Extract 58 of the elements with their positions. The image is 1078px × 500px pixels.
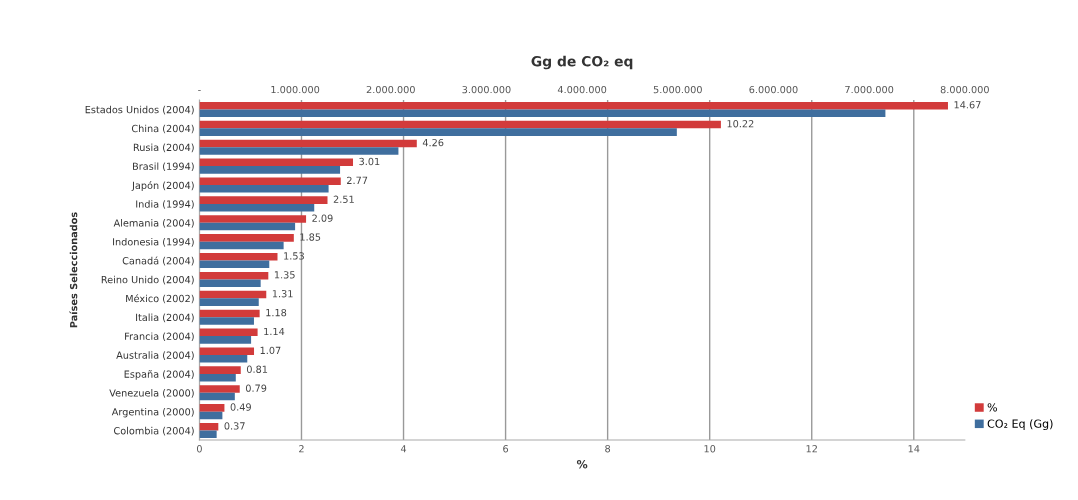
x-tick-label: 12 — [806, 445, 817, 453]
x2-tick-label: 7.000.000 — [845, 85, 894, 94]
data-label: 1.35 — [274, 271, 295, 279]
y-tick-label: Reino Unido (2004) — [101, 275, 194, 285]
x-tick-label: 10 — [704, 445, 716, 453]
data-label: 14.67 — [954, 101, 981, 109]
y-tick-label: Japón (2004) — [131, 181, 194, 191]
y-tick-label: Estados Unidos (2004) — [85, 105, 194, 115]
y-tick-label: Italia (2004) — [136, 313, 194, 323]
data-label: 2.09 — [312, 214, 333, 222]
y-tick-label: Indonesia (1994) — [113, 237, 194, 247]
data-label: 10.22 — [727, 120, 754, 128]
y-tick-label: Australia (2004) — [116, 351, 194, 360]
data-label: 0.49 — [230, 403, 251, 411]
x2-tick-label: 8.000.000 — [940, 85, 989, 94]
x-tick-label: 6 — [503, 445, 509, 453]
y-tick-label: Brasil (1994) — [133, 162, 194, 172]
x2-tick-label: 2.000.000 — [366, 85, 415, 94]
data-label: 2.77 — [347, 176, 368, 184]
x-tick-label: 14 — [908, 445, 920, 453]
y-tick-label: México (2002) — [126, 294, 194, 304]
x2-tick-label: 3.000.000 — [462, 85, 511, 94]
x-tick-label: 4 — [400, 445, 407, 453]
x-axis-title: % — [576, 460, 588, 469]
y-tick-label: China (2004) — [131, 124, 194, 134]
x2-tick-label: 5.000.000 — [653, 85, 702, 94]
x2-tick-label: 6.000.000 — [749, 85, 798, 94]
x2-tick-label: 4.000.000 — [557, 85, 607, 94]
data-label: 1.53 — [284, 252, 304, 260]
y-tick-label: Venezuela (2000) — [109, 389, 194, 398]
y-tick-label: Francia (2004) — [125, 332, 194, 342]
x2-tick-label: - — [198, 90, 201, 91]
x-tick-label: 2 — [299, 445, 304, 453]
data-label: 1.07 — [260, 346, 281, 355]
data-label: 0.81 — [246, 365, 268, 373]
legend-label: % — [987, 403, 997, 412]
data-label: 4.26 — [422, 138, 444, 147]
y-tick-label: Colombia (2004) — [114, 426, 194, 436]
data-label: 0.79 — [245, 384, 267, 392]
y-axis-title: Países Seleccionados — [69, 212, 78, 328]
data-label: 3.01 — [359, 157, 380, 166]
y-tick-label: India (1994) — [136, 200, 194, 209]
data-label: 1.14 — [264, 327, 285, 336]
y-tick-label: España (2004) — [124, 370, 194, 380]
x2-axis-title: Gg de CO₂ eq — [531, 55, 633, 70]
legend-label: CO₂ Eq (Gg) — [987, 419, 1053, 430]
data-label: 2.51 — [333, 195, 354, 203]
data-label: 1.31 — [272, 290, 293, 298]
data-label: 1.18 — [266, 308, 287, 317]
y-tick-label: Rusia (2004) — [133, 143, 194, 153]
y-tick-label: Alemania (2004) — [113, 219, 194, 228]
x-tick-label: 0 — [196, 445, 202, 453]
x-tick-label: 8 — [605, 445, 611, 453]
y-tick-label: Canadá (2004) — [122, 256, 194, 266]
x2-tick-label: 1.000.000 — [271, 85, 320, 94]
data-label: 1.85 — [300, 233, 321, 241]
y-tick-label: Argentina (2000) — [111, 407, 194, 418]
data-label: 0.37 — [224, 422, 245, 430]
